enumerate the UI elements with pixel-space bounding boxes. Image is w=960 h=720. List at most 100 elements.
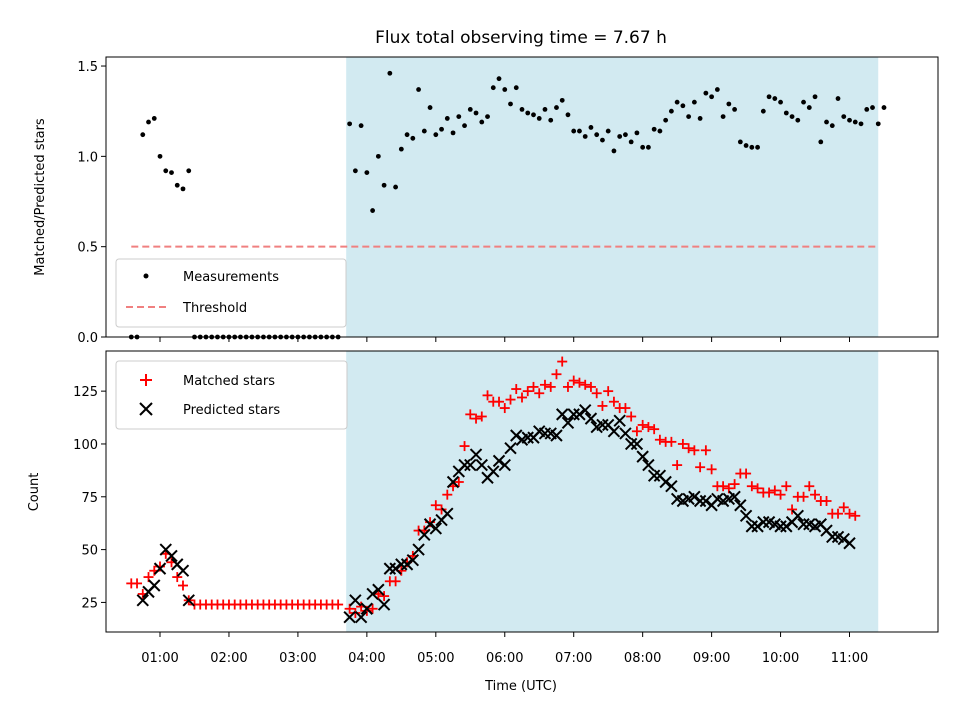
matched-stars-point — [769, 485, 780, 496]
predicted-stars-point — [504, 441, 517, 455]
matched-stars-point — [350, 607, 361, 618]
predicted-stars-point — [510, 429, 523, 442]
measurements-point — [783, 110, 789, 116]
predicted-stars-point — [165, 549, 178, 563]
measurements-point — [588, 125, 594, 130]
y-tick-label: 1.5 — [77, 60, 98, 75]
matched-stars-point — [482, 390, 493, 401]
legend-matched-label: Matched stars — [183, 374, 275, 389]
matched-stars-point — [528, 381, 539, 392]
matched-stars-point — [637, 419, 648, 430]
predicted-stars-point — [734, 499, 747, 512]
measurements-point — [714, 87, 720, 92]
legend-measurements-marker — [143, 273, 149, 279]
predicted-stars-point — [446, 475, 460, 489]
predicted-stars-point — [659, 475, 672, 489]
predicted-stars-point — [688, 490, 701, 503]
predicted-stars-point — [791, 509, 805, 523]
measurements-point — [375, 153, 381, 159]
predicted-stars-point — [630, 437, 644, 451]
measurements-point — [697, 116, 703, 121]
measurements-point — [646, 144, 651, 150]
ratio-legend: Measurements Threshold — [115, 258, 347, 328]
matched-stars-point — [390, 576, 401, 587]
matched-stars-point — [706, 464, 717, 475]
matched-stars-point — [379, 591, 390, 602]
x-tick-label: 06:00 — [486, 651, 523, 666]
measurements-point — [387, 70, 393, 76]
predicted-stars-point — [400, 558, 414, 571]
matched-stars-point — [465, 409, 476, 420]
measurements-point — [720, 114, 726, 120]
predicted-stars-point — [136, 594, 149, 607]
matched-stars-point — [838, 502, 849, 513]
predicted-stars-point — [182, 594, 195, 607]
measurements-point — [542, 106, 548, 112]
predicted-stars-point — [584, 412, 598, 425]
measurements-point — [525, 110, 531, 116]
measurements-point — [870, 105, 875, 110]
measurements-point — [163, 168, 169, 174]
measurements-point — [467, 106, 473, 112]
matched-stars-point — [729, 479, 740, 490]
x-tick-label: 01:00 — [141, 651, 178, 666]
measurements-point — [760, 108, 766, 114]
matched-stars-point — [775, 489, 786, 500]
y-tick-label: 75 — [81, 491, 98, 506]
x-tick-label: 07:00 — [555, 651, 592, 666]
measurements-point — [806, 105, 812, 110]
predicted-stars-point — [665, 480, 678, 493]
matched-stars-point — [608, 396, 619, 407]
measurements-point — [508, 101, 513, 107]
measurements-point — [381, 182, 387, 188]
measurements-point — [146, 119, 151, 125]
measurements-point — [531, 112, 536, 118]
matched-stars-point — [459, 441, 470, 452]
predicted-stars-point — [148, 579, 161, 592]
x-tick-label: 05:00 — [417, 651, 454, 666]
measurements-point — [427, 105, 433, 110]
measurements-point — [358, 123, 364, 129]
predicted-stars-point — [458, 458, 471, 472]
measurements-point — [594, 132, 600, 138]
predicted-stars-point — [469, 448, 483, 461]
predicted-stars-point — [492, 454, 506, 468]
measurements-point — [140, 132, 146, 138]
matched-stars-point — [511, 384, 522, 395]
matched-stars-point — [591, 388, 602, 399]
measurements-point — [548, 117, 554, 123]
predicted-stars-point — [423, 518, 437, 531]
matched-stars-point — [666, 436, 677, 447]
predicted-stars-point — [843, 537, 856, 550]
measurements-point — [640, 144, 646, 150]
count-panel-shading — [346, 351, 879, 632]
measurements-point — [818, 139, 824, 145]
measurements-point — [789, 114, 795, 120]
matched-stars-point — [695, 462, 706, 473]
predicted-stars-point — [619, 427, 632, 440]
predicted-stars-point — [383, 562, 397, 575]
measurements-point — [157, 153, 163, 159]
measurements-point — [186, 168, 192, 174]
x-tick-label: 08:00 — [624, 651, 661, 666]
measurements-point — [559, 97, 565, 103]
matched-stars-point — [752, 483, 763, 494]
chart-title: Flux total observing time = 7.67 h — [375, 28, 667, 48]
measurements-point — [663, 117, 669, 123]
measurements-point — [829, 123, 835, 129]
measurements-point — [485, 114, 490, 120]
matched-stars-point — [177, 580, 188, 591]
y-tick-label: 0.5 — [77, 241, 98, 256]
matched-stars-point — [436, 504, 447, 515]
measurements-point — [772, 96, 778, 101]
matched-stars-point — [442, 489, 453, 500]
matched-stars-point — [649, 424, 660, 435]
measurements-point — [600, 137, 605, 143]
matched-stars-point — [551, 369, 562, 380]
y-tick-label: 0.0 — [77, 331, 98, 346]
measurements-point — [444, 116, 450, 121]
predicted-stars-point — [406, 553, 420, 567]
predicted-stars-point — [751, 520, 764, 533]
matched-stars-point — [810, 489, 821, 500]
measurements-point — [462, 123, 467, 129]
